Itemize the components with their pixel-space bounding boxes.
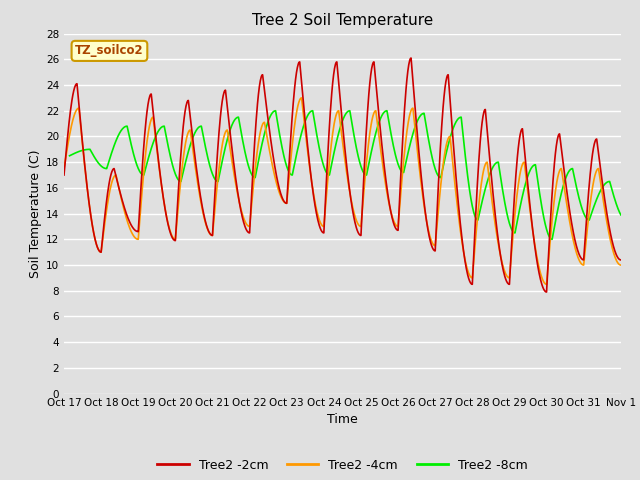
- Y-axis label: Soil Temperature (C): Soil Temperature (C): [29, 149, 42, 278]
- Text: TZ_soilco2: TZ_soilco2: [75, 44, 144, 58]
- Legend: Tree2 -2cm, Tree2 -4cm, Tree2 -8cm: Tree2 -2cm, Tree2 -4cm, Tree2 -8cm: [152, 454, 532, 477]
- X-axis label: Time: Time: [327, 413, 358, 426]
- Title: Tree 2 Soil Temperature: Tree 2 Soil Temperature: [252, 13, 433, 28]
